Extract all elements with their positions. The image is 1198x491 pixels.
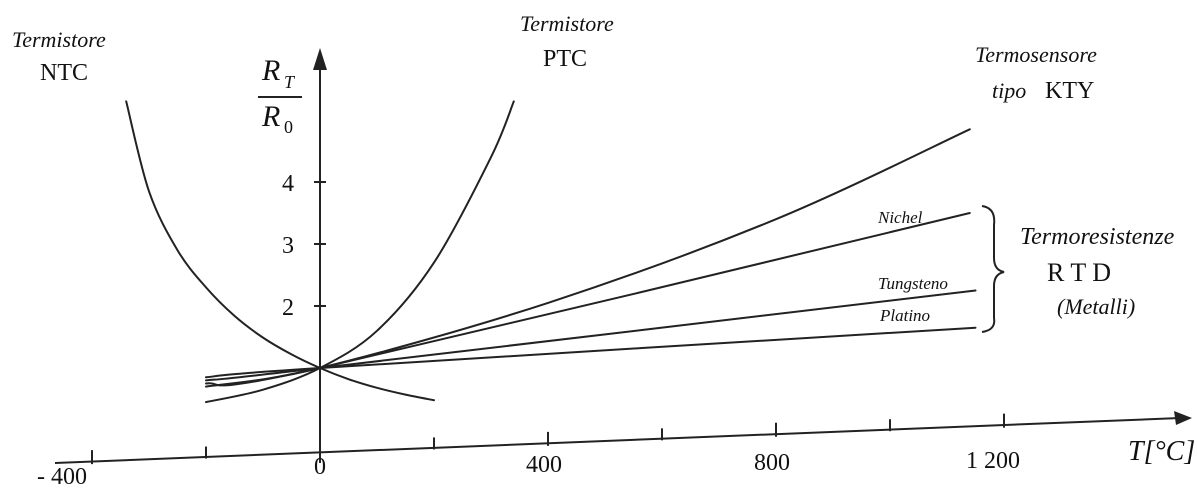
rtd-brace — [982, 206, 1004, 332]
y-axis-arrow — [313, 48, 327, 70]
y-tick-label: 4 — [282, 171, 294, 197]
x-tick-label: 0 — [314, 454, 326, 480]
y-label-denominator: R — [261, 100, 280, 133]
x-tick-label: - 400 — [37, 464, 87, 490]
x-ticks: - 400 0 400 800 1 200 — [37, 414, 1020, 490]
y-label-numerator-sub: T — [284, 72, 296, 92]
ntc-name: NTC — [40, 60, 88, 86]
kty-sub2: KTY — [1045, 78, 1094, 104]
rtd-name: R T D — [1047, 258, 1111, 287]
x-tick-label: 1 200 — [966, 448, 1020, 474]
rtd-title: Termoresistenze — [1020, 224, 1175, 250]
y-tick-label: 3 — [282, 233, 294, 259]
y-label-denominator-sub: 0 — [284, 117, 293, 137]
rtd-sub: (Metalli) — [1057, 294, 1135, 319]
ntc-title: Termistore — [12, 27, 106, 52]
y-label-numerator: R — [261, 54, 280, 87]
x-tick-label: 400 — [526, 452, 562, 478]
x-tick-label: 800 — [754, 450, 790, 476]
ptc-name: PTC — [543, 46, 587, 72]
x-axis-label: T[°C] — [1128, 436, 1195, 467]
y-tick-label: 2 — [282, 295, 294, 321]
ptc-title: Termistore — [520, 11, 614, 36]
nichel-label: Nichel — [877, 208, 923, 227]
kty-sub1: tipo — [992, 78, 1026, 103]
platino-label: Platino — [879, 306, 930, 325]
curve-ntc — [126, 101, 434, 400]
curves — [126, 101, 975, 402]
x-axis-arrow — [1174, 411, 1192, 425]
tungsteno-label: Tungsteno — [878, 274, 948, 293]
kty-title: Termosensore — [975, 42, 1097, 67]
